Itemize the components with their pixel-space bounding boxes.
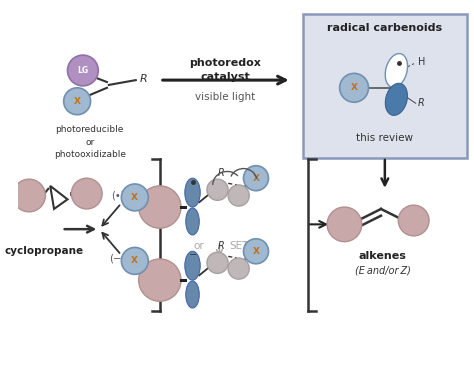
Circle shape bbox=[64, 88, 91, 115]
Ellipse shape bbox=[385, 53, 408, 87]
Text: alkenes: alkenes bbox=[359, 251, 407, 261]
Circle shape bbox=[121, 247, 148, 274]
Text: R: R bbox=[140, 74, 147, 84]
Text: X: X bbox=[131, 257, 138, 265]
Circle shape bbox=[228, 258, 249, 279]
Ellipse shape bbox=[185, 251, 200, 280]
Text: (−): (−) bbox=[109, 254, 126, 264]
Circle shape bbox=[139, 186, 181, 228]
Circle shape bbox=[67, 55, 98, 86]
Text: R: R bbox=[218, 168, 225, 178]
Circle shape bbox=[327, 207, 362, 242]
Text: X: X bbox=[73, 97, 81, 106]
Text: −: − bbox=[190, 250, 198, 260]
Circle shape bbox=[228, 185, 249, 206]
Text: radical carbenoids: radical carbenoids bbox=[327, 23, 442, 33]
Text: cyclopropane: cyclopropane bbox=[5, 246, 84, 256]
Text: catalyst: catalyst bbox=[201, 72, 250, 82]
Circle shape bbox=[340, 73, 368, 102]
Circle shape bbox=[244, 239, 268, 264]
Circle shape bbox=[121, 184, 148, 211]
Circle shape bbox=[398, 205, 429, 236]
Circle shape bbox=[207, 252, 228, 273]
Text: this review: this review bbox=[356, 133, 413, 143]
Ellipse shape bbox=[186, 281, 199, 308]
Ellipse shape bbox=[385, 83, 408, 115]
Text: R: R bbox=[218, 242, 225, 251]
Text: X: X bbox=[253, 247, 259, 256]
Text: photoreducible
or
photooxidizable: photoreducible or photooxidizable bbox=[54, 125, 126, 159]
Text: visible light: visible light bbox=[195, 93, 255, 102]
Text: (•): (•) bbox=[111, 190, 124, 201]
Text: X: X bbox=[253, 174, 259, 183]
Text: H: H bbox=[418, 57, 425, 67]
Circle shape bbox=[72, 178, 102, 209]
Ellipse shape bbox=[185, 178, 200, 207]
Text: SET: SET bbox=[229, 240, 248, 250]
Circle shape bbox=[207, 179, 228, 200]
Text: R: R bbox=[418, 98, 424, 108]
FancyBboxPatch shape bbox=[303, 14, 466, 158]
Text: (E and/or Z): (E and/or Z) bbox=[355, 265, 411, 276]
Text: photoredox: photoredox bbox=[189, 58, 261, 68]
Text: or: or bbox=[193, 240, 204, 250]
Ellipse shape bbox=[186, 208, 199, 235]
Circle shape bbox=[139, 259, 181, 301]
Text: LG: LG bbox=[77, 66, 89, 75]
Circle shape bbox=[244, 166, 268, 191]
Circle shape bbox=[13, 179, 46, 212]
Text: X: X bbox=[351, 83, 357, 92]
Text: X: X bbox=[131, 193, 138, 202]
